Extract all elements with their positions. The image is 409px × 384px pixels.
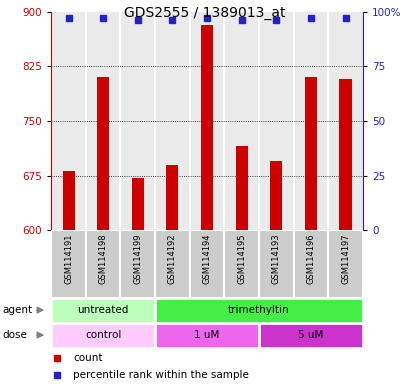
Bar: [155, 298, 362, 323]
Bar: [51, 230, 85, 298]
Bar: [339, 79, 351, 230]
Text: GSM114193: GSM114193: [271, 233, 280, 284]
Bar: [85, 230, 120, 298]
Bar: [155, 323, 258, 348]
Text: control: control: [85, 330, 121, 340]
Text: dose: dose: [2, 330, 27, 340]
Bar: [62, 170, 74, 230]
Text: GDS2555 / 1389013_at: GDS2555 / 1389013_at: [124, 6, 285, 20]
Bar: [97, 77, 109, 230]
Text: untreated: untreated: [77, 305, 128, 315]
Bar: [166, 165, 178, 230]
Bar: [155, 230, 189, 298]
Bar: [304, 77, 316, 230]
Text: GSM114192: GSM114192: [168, 233, 177, 284]
Text: trimethyltin: trimethyltin: [228, 305, 289, 315]
Text: GSM114199: GSM114199: [133, 233, 142, 284]
Text: GSM114196: GSM114196: [306, 233, 315, 284]
Bar: [189, 230, 224, 298]
Bar: [235, 146, 247, 230]
Bar: [293, 230, 328, 298]
Text: GSM114197: GSM114197: [340, 233, 349, 284]
Bar: [224, 12, 258, 230]
Bar: [200, 25, 213, 230]
Bar: [293, 12, 328, 230]
Bar: [189, 12, 224, 230]
Text: GSM114194: GSM114194: [202, 233, 211, 284]
Bar: [258, 323, 362, 348]
Bar: [51, 12, 85, 230]
Bar: [120, 12, 155, 230]
Text: percentile rank within the sample: percentile rank within the sample: [73, 370, 248, 380]
Text: count: count: [73, 353, 102, 363]
Text: 1 uM: 1 uM: [194, 330, 219, 340]
Text: GSM114198: GSM114198: [99, 233, 108, 284]
Text: agent: agent: [2, 305, 32, 315]
Bar: [131, 178, 144, 230]
Bar: [155, 12, 189, 230]
Bar: [51, 323, 155, 348]
Bar: [85, 12, 120, 230]
Text: GSM114191: GSM114191: [64, 233, 73, 284]
Text: 5 uM: 5 uM: [297, 330, 323, 340]
Bar: [120, 230, 155, 298]
Bar: [328, 230, 362, 298]
Bar: [270, 161, 282, 230]
Bar: [51, 298, 155, 323]
Bar: [258, 12, 293, 230]
Bar: [328, 12, 362, 230]
Text: GSM114195: GSM114195: [236, 233, 245, 284]
Bar: [258, 230, 293, 298]
Bar: [224, 230, 258, 298]
